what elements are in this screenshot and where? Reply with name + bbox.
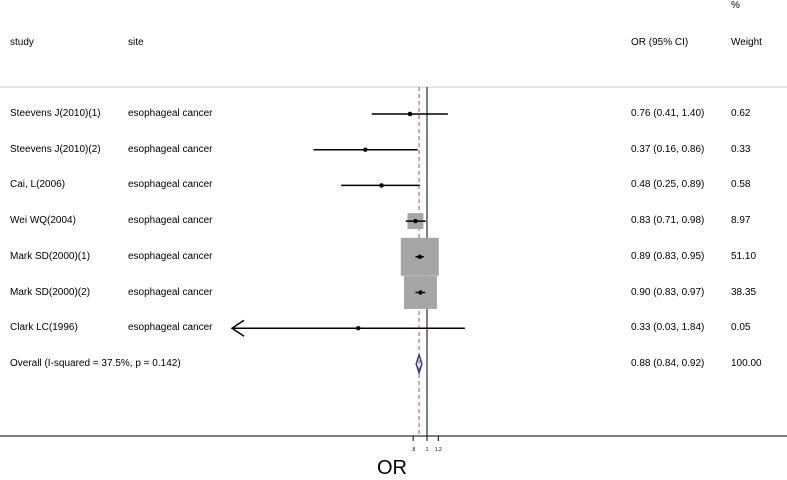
site-label: esophageal cancer [128,215,213,227]
or-ci-text: 0.83 (0.71, 0.98) [631,215,705,227]
header-weight-percent: % [731,0,740,11]
study-label: Steevens J(2010)(2) [10,143,101,155]
weight-text: 38.35 [731,286,757,298]
x-tick-label: .8 [411,447,415,453]
study-label: Mark SD(2000)(1) [10,250,91,262]
header-site: site [128,37,144,48]
point-estimate [379,183,384,188]
x-tick-label: 1.2 [435,447,442,453]
overall-or-ci-text: 0.88 (0.84, 0.92) [631,357,705,369]
x-tick-label: 1 [426,447,429,453]
overall-weight-text: 100.00 [731,357,762,369]
header-study: study [10,37,34,48]
weight-text: 0.33 [731,143,751,155]
overall-label: Overall (I-squared = 37.5%, p = 0.142) [10,357,181,369]
or-ci-text: 0.37 (0.16, 0.86) [631,143,705,155]
or-ci-text: 0.90 (0.83, 0.97) [631,286,705,298]
or-ci-text: 0.76 (0.41, 1.40) [631,108,705,119]
study-label: Cai, L(2006) [10,179,66,191]
study-label: Mark SD(2000)(2) [10,286,91,298]
point-estimate [413,218,418,224]
weight-text: 0.05 [731,322,751,334]
point-estimate [356,326,361,331]
header-or-ci: OR (95% CI) [631,37,689,48]
ci-truncation-arrow [230,319,245,337]
study-label: Steevens J(2010)(1) [10,108,101,119]
site-label: esophageal cancer [128,179,213,191]
point-estimate [417,254,422,259]
or-ci-text: 0.89 (0.83, 0.95) [631,250,705,262]
point-estimate [407,111,413,117]
x-axis-label: OR [377,457,407,479]
weight-text: 0.62 [731,108,751,119]
weight-text: 51.10 [731,250,757,262]
weight-text: 0.58 [731,179,751,191]
weight-text: 8.97 [731,215,751,227]
header-weight: Weight [731,37,762,48]
site-label: esophageal cancer [128,108,213,119]
site-label: esophageal cancer [128,322,213,334]
study-label: Clark LC(1996) [10,322,78,334]
site-label: esophageal cancer [128,286,213,298]
or-ci-text: 0.48 (0.25, 0.89) [631,179,705,191]
point-estimate [363,147,368,152]
point-estimate [418,290,423,295]
or-ci-text: 0.33 (0.03, 1.84) [631,322,705,334]
study-label: Wei WQ(2004) [10,215,76,227]
site-label: esophageal cancer [128,143,213,155]
overall-diamond [415,352,423,376]
site-label: esophageal cancer [128,250,213,262]
